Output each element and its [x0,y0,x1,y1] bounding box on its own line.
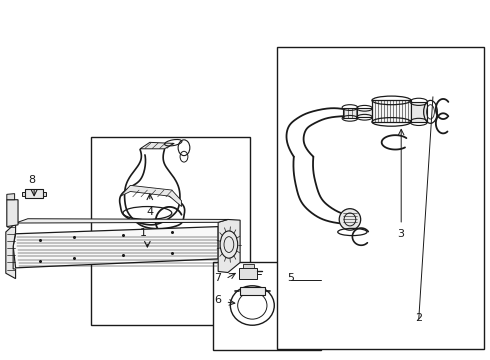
Text: 1: 1 [140,229,147,238]
Text: 7: 7 [214,273,221,283]
Polygon shape [7,194,15,200]
Text: 4: 4 [147,207,153,217]
Text: 5: 5 [287,273,294,283]
Bar [277,47,484,348]
Polygon shape [411,102,427,122]
Polygon shape [22,192,25,196]
Bar [91,137,250,325]
Polygon shape [239,268,257,279]
Text: 2: 2 [415,313,422,323]
Polygon shape [7,200,18,226]
Polygon shape [218,220,240,273]
Polygon shape [16,219,228,223]
Polygon shape [13,226,218,268]
Polygon shape [372,100,411,122]
Ellipse shape [339,209,361,230]
Text: 8: 8 [28,175,35,185]
Text: 3: 3 [397,229,404,239]
Bar [213,262,320,350]
Polygon shape [43,192,47,196]
Polygon shape [357,108,372,117]
Polygon shape [6,223,16,279]
Polygon shape [243,264,254,268]
Polygon shape [140,142,174,149]
Polygon shape [240,287,265,295]
Text: 6: 6 [214,296,221,306]
Polygon shape [343,108,357,118]
Polygon shape [121,185,182,207]
Polygon shape [25,189,43,198]
